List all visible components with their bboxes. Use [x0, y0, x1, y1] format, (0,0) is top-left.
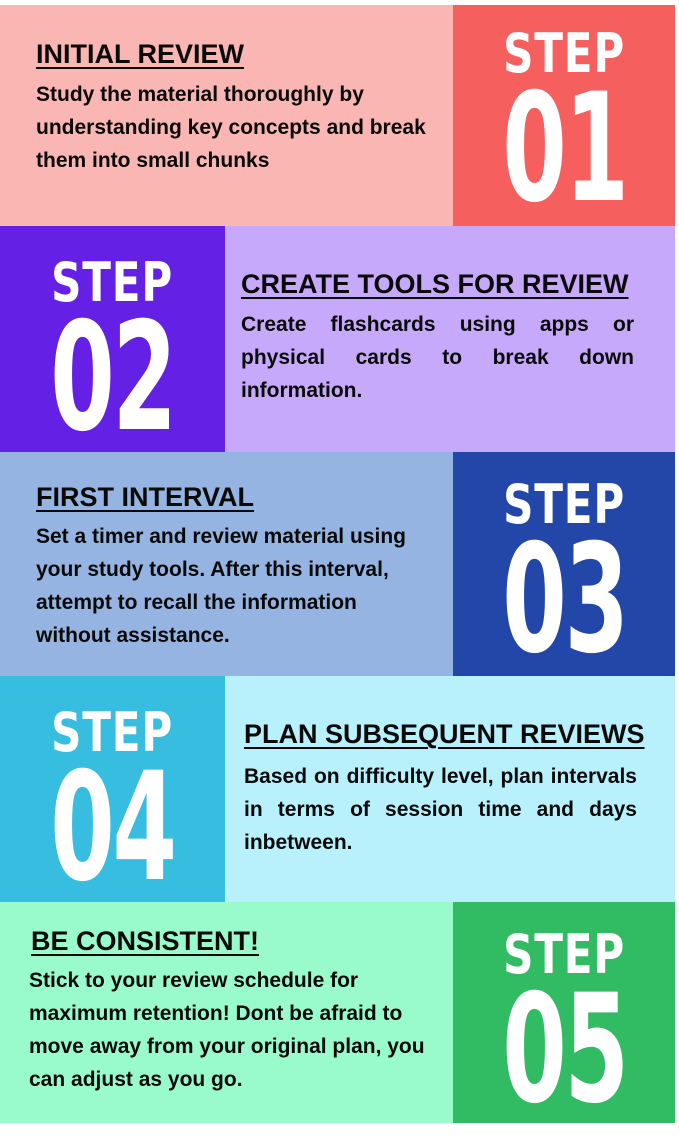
- step-4-badge: STEP 04: [0, 676, 225, 915]
- step-1-label: STEP: [503, 22, 625, 85]
- step-5-badge: STEP 05: [453, 902, 675, 1137]
- step-4-text-panel: PLAN SUBSEQUENT REVIEWS Based on difficu…: [225, 676, 675, 902]
- step-2-body: Create flashcards using apps or physical…: [241, 313, 634, 402]
- step-3-label: STEP: [503, 473, 625, 536]
- step-5-title: BE CONSISTENT!: [31, 926, 260, 956]
- step-2-text-panel: CREATE TOOLS FOR REVIEW Create flashcard…: [225, 226, 675, 452]
- step-3-text-panel: FIRST INTERVAL Set a timer and review ma…: [0, 452, 453, 676]
- step-5-label: STEP: [503, 923, 625, 986]
- step-4-number: 04: [50, 741, 177, 915]
- step-row-3: FIRST INTERVAL Set a timer and review ma…: [0, 452, 679, 676]
- step-row-1: INITIAL REVIEW Study the material thorou…: [0, 5, 679, 226]
- step-row-4: STEP 04 PLAN SUBSEQUENT REVIEWS Based on…: [0, 676, 679, 915]
- step-1-badge: STEP 01: [453, 5, 675, 226]
- step-2-label: STEP: [51, 251, 174, 314]
- step-1-number: 01: [501, 62, 629, 236]
- step-4-title: PLAN SUBSEQUENT REVIEWS: [244, 719, 645, 749]
- step-row-5: BE CONSISTENT! Stick to your review sche…: [0, 902, 679, 1137]
- step-3-number: 03: [501, 513, 629, 687]
- step-3-title: FIRST INTERVAL: [36, 482, 255, 512]
- step-2-badge: STEP 02: [0, 226, 225, 465]
- step-3-body: Set a timer and review material using yo…: [36, 525, 406, 647]
- step-row-2: STEP 02 CREATE TOOLS FOR REVIEW Create f…: [0, 226, 679, 465]
- step-3-badge: STEP 03: [453, 452, 675, 676]
- step-5-text-panel: BE CONSISTENT! Stick to your review sche…: [0, 902, 453, 1123]
- step-4-label: STEP: [51, 701, 174, 764]
- step-1-text-panel: INITIAL REVIEW Study the material thorou…: [0, 5, 453, 226]
- step-1-body: Study the material thoroughly by underst…: [36, 83, 426, 172]
- step-4-body: Based on difficulty level, plan interval…: [244, 765, 637, 854]
- step-2-number: 02: [50, 291, 177, 465]
- step-5-body: Stick to your review schedule for maximu…: [29, 969, 425, 1091]
- step-5-number: 05: [501, 963, 629, 1137]
- step-1-title: INITIAL REVIEW: [36, 39, 245, 69]
- step-2-title: CREATE TOOLS FOR REVIEW: [241, 269, 629, 299]
